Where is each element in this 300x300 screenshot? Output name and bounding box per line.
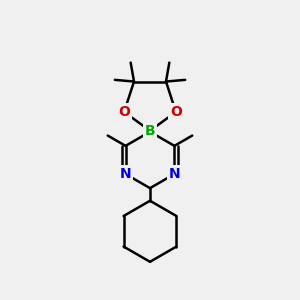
Text: O: O — [118, 105, 130, 119]
Text: N: N — [120, 167, 131, 181]
Text: B: B — [145, 124, 155, 138]
Text: N: N — [169, 167, 180, 181]
Text: O: O — [170, 105, 182, 119]
